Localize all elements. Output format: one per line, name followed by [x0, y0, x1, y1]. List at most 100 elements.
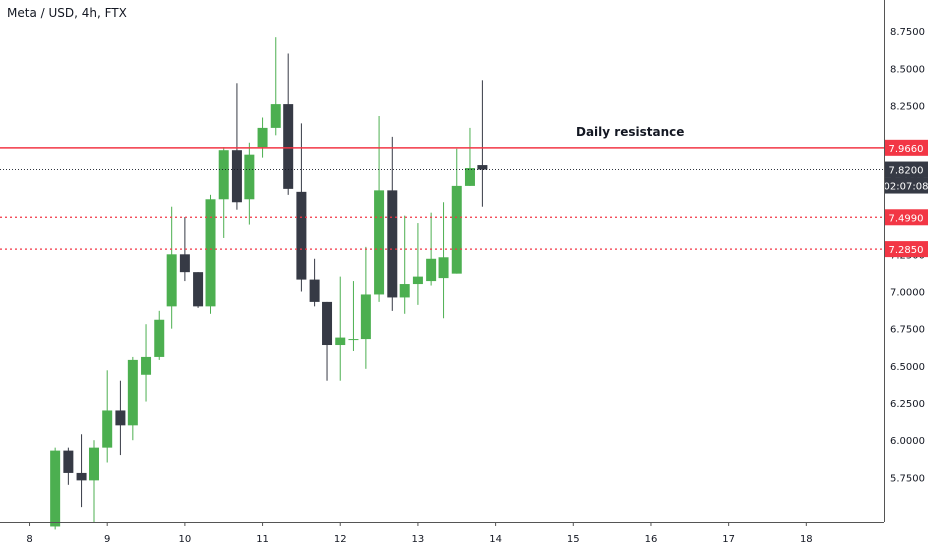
candle	[127, 356, 138, 441]
candle	[477, 80, 488, 207]
candle	[412, 223, 423, 305]
candle	[296, 123, 307, 292]
price-badges: 7.9660 7.4990 7.2850 7.8200 02:07:08	[884, 139, 929, 258]
price-tick-label: 8.7500	[890, 27, 925, 38]
price-tick-label: 6.5000	[890, 362, 925, 373]
price-scale[interactable]	[884, 0, 932, 522]
time-tick-label: 15	[567, 534, 580, 545]
time-tick-label: 8	[26, 534, 32, 545]
candle-body	[322, 301, 333, 346]
candle	[102, 370, 113, 463]
candle-body	[464, 168, 475, 186]
bar-countdown-badge-bg	[884, 177, 928, 194]
candle-body	[244, 154, 255, 200]
candle	[166, 206, 177, 329]
levels-layer	[0, 147, 884, 250]
candle-body	[412, 276, 423, 285]
candle-body	[154, 319, 165, 357]
candle-body	[231, 150, 242, 203]
symbol-title: Meta / USD, 4h, FTX	[7, 6, 127, 20]
time-tick-label: 13	[412, 534, 425, 545]
level-price-badge: 7.2850	[884, 241, 928, 258]
candle-body	[88, 447, 99, 481]
candle-body	[387, 190, 398, 298]
bar-countdown-badge-text: 02:07:08	[884, 182, 929, 193]
candle-body	[50, 450, 61, 527]
level-price-badge-text: 7.4990	[889, 213, 924, 224]
candles-layer	[50, 37, 488, 530]
candle-body	[127, 359, 138, 426]
candle	[218, 147, 229, 238]
candle	[63, 447, 74, 485]
candle-body	[283, 104, 294, 189]
level-price-badge: 7.4990	[884, 209, 928, 226]
daily-resistance-annotation[interactable]: Daily resistance	[576, 125, 685, 139]
candle	[270, 37, 281, 136]
candle	[283, 53, 294, 195]
price-tick-label: 6.7500	[890, 325, 925, 336]
candle-body	[193, 272, 204, 307]
candle	[374, 116, 385, 302]
candle-body	[438, 257, 449, 279]
price-tick-label: 6.2500	[890, 399, 925, 410]
bar-countdown-badge: 02:07:08	[884, 177, 929, 194]
candle-body	[309, 279, 320, 302]
price-tick-label: 8.5000	[890, 64, 925, 75]
candle	[154, 310, 165, 360]
time-tick-labels: 8 9 10 11 12 13 14 15 16 17 18	[26, 522, 813, 545]
candle	[399, 215, 410, 314]
candle	[335, 276, 346, 381]
level-price-badge-bg	[884, 139, 928, 156]
candle-body	[63, 450, 74, 473]
price-tick-label: 5.7500	[890, 473, 925, 484]
current-price-badge: 7.8200	[884, 161, 928, 178]
candle	[244, 142, 255, 225]
candle	[115, 380, 126, 456]
candle-body	[360, 294, 371, 340]
time-tick-label: 17	[722, 534, 735, 545]
candle-body	[335, 337, 346, 346]
candle-body	[296, 191, 307, 280]
time-tick-label: 11	[256, 534, 269, 545]
candle-body	[76, 472, 87, 481]
candle-body	[477, 165, 488, 170]
candle	[257, 117, 268, 158]
candle	[179, 217, 190, 282]
time-scale[interactable]	[0, 522, 884, 550]
candle-body	[115, 410, 126, 426]
candle-body	[179, 254, 190, 273]
candle-body	[399, 284, 410, 298]
candle	[205, 194, 216, 314]
candle	[464, 127, 475, 186]
candle	[322, 301, 333, 381]
level-price-badge-bg	[884, 241, 928, 258]
candle	[451, 148, 462, 274]
price-tick-label: 7.0000	[890, 287, 925, 298]
level-price-badge-bg	[884, 209, 928, 226]
current-price-badge-bg	[884, 161, 928, 178]
candle	[360, 246, 371, 369]
candle	[348, 281, 359, 351]
candle-body	[102, 410, 113, 448]
candle-body	[451, 185, 462, 274]
candle-body	[374, 190, 385, 295]
price-tick-label: 6.0000	[890, 436, 925, 447]
time-tick-label: 9	[104, 534, 110, 545]
candle	[50, 447, 61, 530]
candle	[141, 324, 152, 402]
candle-body	[166, 254, 177, 307]
time-tick-label: 10	[179, 534, 192, 545]
current-price-badge-text: 7.8200	[889, 166, 924, 177]
candle	[309, 258, 320, 307]
time-tick-label: 16	[645, 534, 658, 545]
candle	[387, 136, 398, 311]
time-tick-label: 12	[334, 534, 347, 545]
candle-body	[218, 150, 229, 200]
candle	[76, 434, 87, 508]
candle-body	[426, 258, 437, 282]
time-tick-label: 18	[800, 534, 813, 545]
time-tick-label: 14	[489, 534, 502, 545]
level-price-badge-text: 7.2850	[889, 245, 924, 256]
